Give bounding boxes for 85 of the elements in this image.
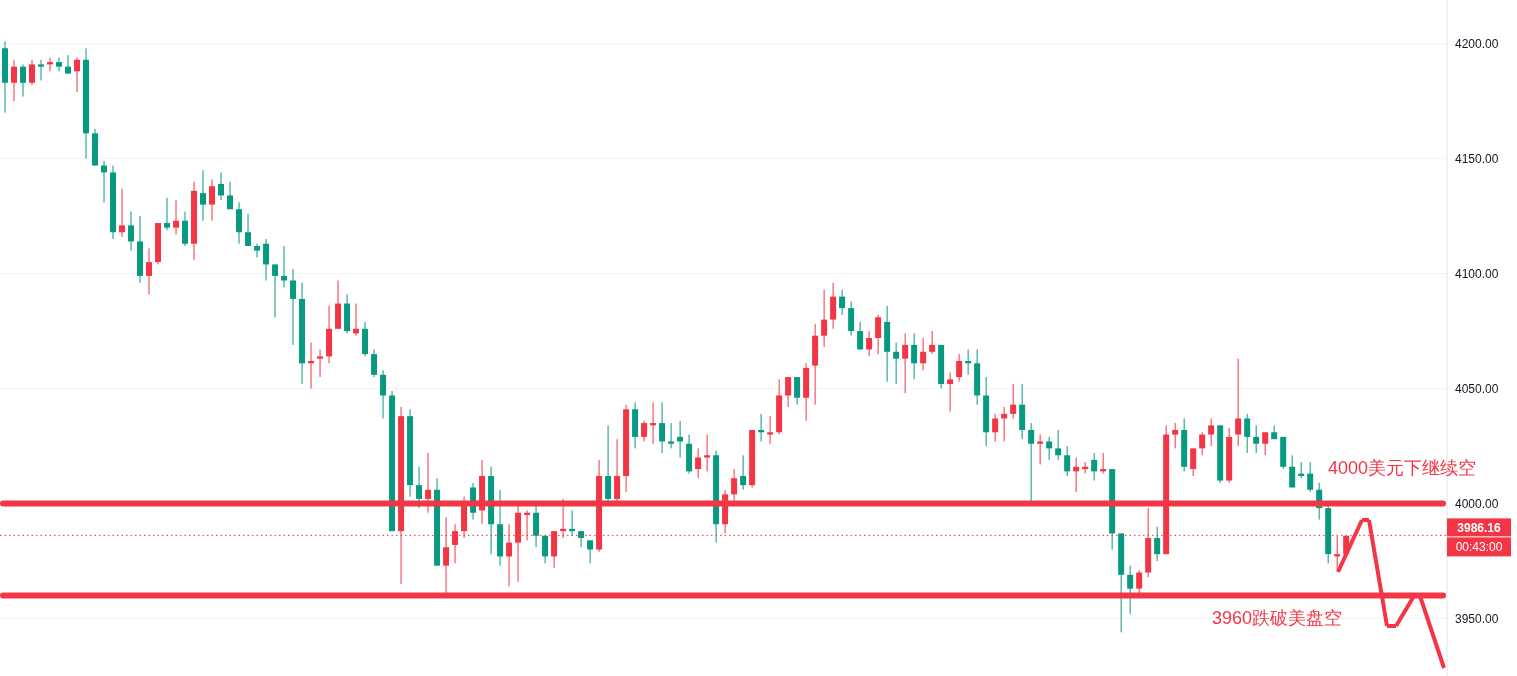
candlestick (380, 369, 387, 419)
candlestick (587, 539, 594, 564)
candlestick (164, 197, 171, 231)
candlestick (1208, 417, 1215, 447)
candlestick (254, 243, 261, 259)
candlestick (209, 178, 216, 222)
candlestick (848, 300, 855, 337)
candlestick (119, 188, 126, 238)
candlestick (146, 247, 153, 295)
candlestick (1307, 461, 1314, 493)
candlestick (1244, 413, 1251, 454)
candlestick (218, 171, 225, 201)
candlestick (1253, 424, 1260, 454)
candlestick (11, 59, 18, 102)
candlestick (1154, 526, 1161, 562)
candlestick (416, 466, 423, 509)
ref-line-label: 3960跌破美盘空 (1211, 607, 1342, 628)
candlestick (929, 330, 936, 355)
candlestick (704, 434, 711, 472)
candlestick (1028, 422, 1035, 502)
candlestick (1127, 565, 1134, 615)
candlestick (992, 413, 999, 442)
candlestick (1046, 436, 1053, 461)
candlestick (1037, 434, 1044, 465)
candlestick (542, 535, 549, 564)
candlestick (956, 353, 963, 383)
candlestick (920, 337, 927, 371)
ref-line-label: 3986.16 (1457, 520, 1502, 535)
candlestick (128, 211, 135, 252)
candlestick (173, 199, 180, 236)
candlestick (902, 332, 909, 394)
candlestick (20, 63, 27, 98)
candlestick (947, 371, 954, 413)
y-tick-label: 3950.00 (1455, 611, 1499, 626)
candlestick (74, 56, 81, 93)
candlestick (875, 314, 882, 355)
candlestick (659, 401, 666, 454)
y-tick-label: 4150.00 (1455, 151, 1499, 166)
candlestick (893, 342, 900, 385)
y-tick-label: 4200.00 (1455, 36, 1499, 51)
candlestick (821, 289, 828, 348)
candlestick (605, 424, 612, 502)
candlestick (740, 454, 747, 491)
candlestick (1172, 422, 1179, 449)
candlestick (200, 169, 207, 222)
candlestick (29, 59, 36, 86)
candlestick (227, 181, 234, 210)
candlestick (56, 56, 63, 72)
candlestick (281, 245, 288, 288)
candlestick (839, 289, 846, 316)
candlestick (1055, 429, 1062, 461)
candlestick (695, 447, 702, 479)
candlestick (65, 54, 72, 75)
ref-line-label: 4000美元下继续空 (1328, 457, 1477, 478)
candlestick (911, 332, 918, 380)
candlestick (1091, 452, 1098, 482)
candlestick (1010, 383, 1017, 419)
candlestick (794, 376, 801, 406)
candlestick (182, 211, 189, 247)
candlestick (641, 420, 648, 442)
candlestick (38, 59, 45, 81)
candlestick (290, 268, 297, 346)
candlestick (317, 349, 324, 378)
candlestick (785, 376, 792, 408)
candlestick (236, 201, 243, 245)
candlestick (866, 330, 873, 357)
candlestick (1199, 431, 1206, 456)
candlestick (1064, 445, 1071, 477)
candlestick (1190, 447, 1197, 477)
candlestick (263, 238, 270, 282)
candlestick (1289, 454, 1296, 488)
candlestick (371, 349, 378, 378)
y-tick-label: 4000.00 (1455, 496, 1499, 511)
candlestick (830, 282, 837, 330)
y-tick-label: 4050.00 (1455, 381, 1499, 396)
candlestick (578, 530, 585, 548)
y-tick-label: 4100.00 (1455, 266, 1499, 281)
candlestick (767, 415, 774, 445)
text: 00:43:00 (1455, 540, 1503, 555)
candlestick (668, 422, 675, 449)
candlestick (272, 263, 279, 318)
candlestick (1235, 358, 1242, 447)
candlestick (1262, 431, 1269, 456)
candlestick (857, 321, 864, 350)
candlestick (245, 213, 252, 247)
